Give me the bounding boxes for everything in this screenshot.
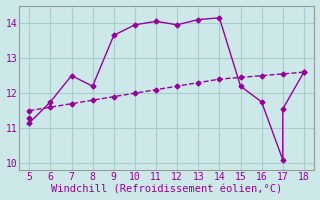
X-axis label: Windchill (Refroidissement éolien,°C): Windchill (Refroidissement éolien,°C) xyxy=(51,184,282,194)
